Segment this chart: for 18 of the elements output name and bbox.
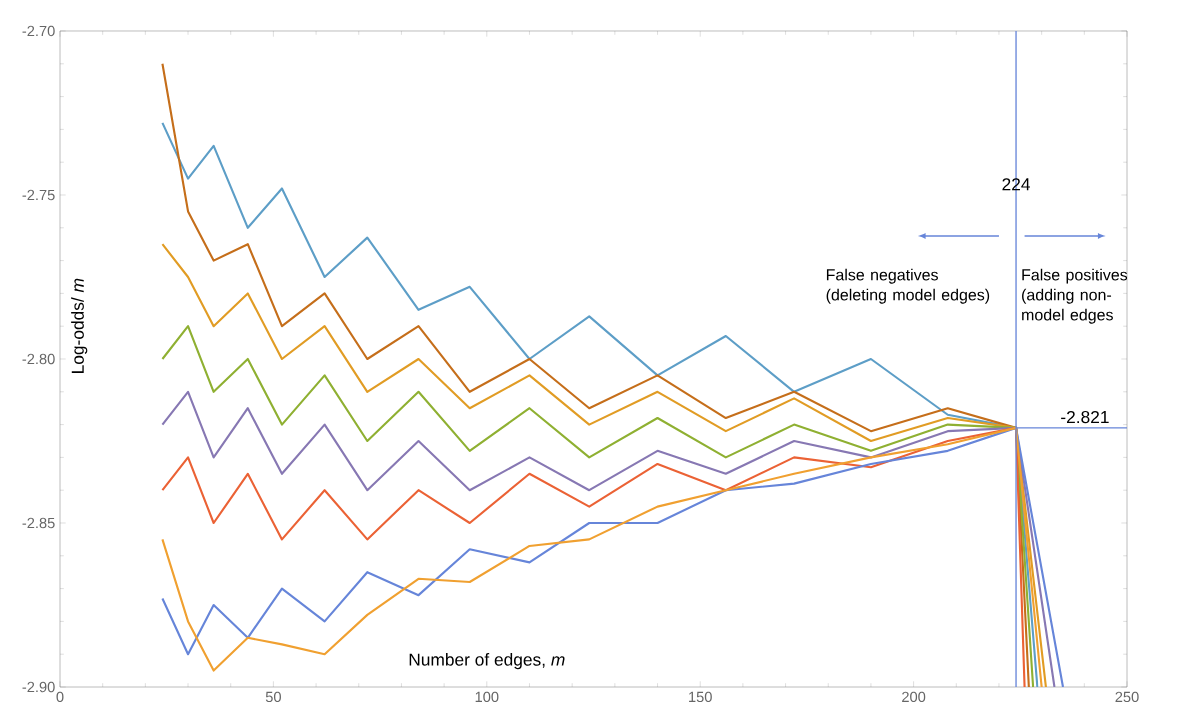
x-tick-label: 50 (265, 691, 281, 703)
y-tick-label: -2.90 (22, 681, 55, 693)
y-tick-label: -2.80 (22, 353, 55, 365)
x-tick-label: 0 (56, 691, 64, 703)
annotation: False positives (adding non-model edges (1022, 268, 1128, 324)
x-tick-label: 150 (689, 691, 712, 703)
x-tick-label: 250 (1115, 691, 1139, 703)
y-tick-label: -2.85 (22, 517, 55, 529)
annotation: False negatives (deleting model edges) (826, 268, 990, 304)
x-tick-label: 200 (902, 691, 926, 703)
ref-line-label: -2.821 (1061, 410, 1109, 424)
y-tick-label: -2.70 (22, 25, 55, 37)
x-tick-label: 100 (475, 691, 499, 703)
y-tick-label: -2.75 (22, 189, 55, 201)
y-axis-title: Log-odds/ m (71, 278, 88, 373)
line-series (161, 325, 1035, 687)
ref-line-label: 224 (1002, 178, 1030, 191)
x-axis-title: Number of edges, m (409, 653, 565, 670)
